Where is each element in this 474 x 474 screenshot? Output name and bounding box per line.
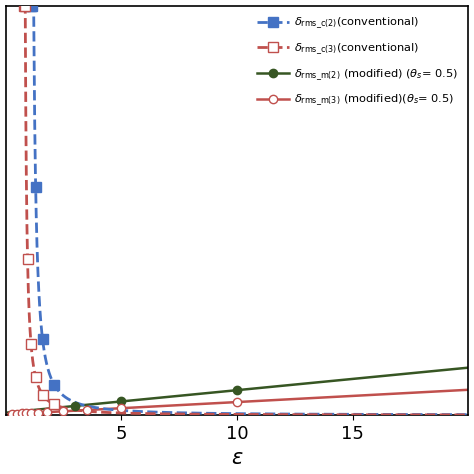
X-axis label: ε: ε — [231, 448, 243, 468]
Legend: $\delta_{\mathrm{rms\_c(2)}}$(conventional), $\delta_{\mathrm{rms\_c(3)}}$(conve: $\delta_{\mathrm{rms\_c(2)}}$(convention… — [252, 11, 463, 113]
